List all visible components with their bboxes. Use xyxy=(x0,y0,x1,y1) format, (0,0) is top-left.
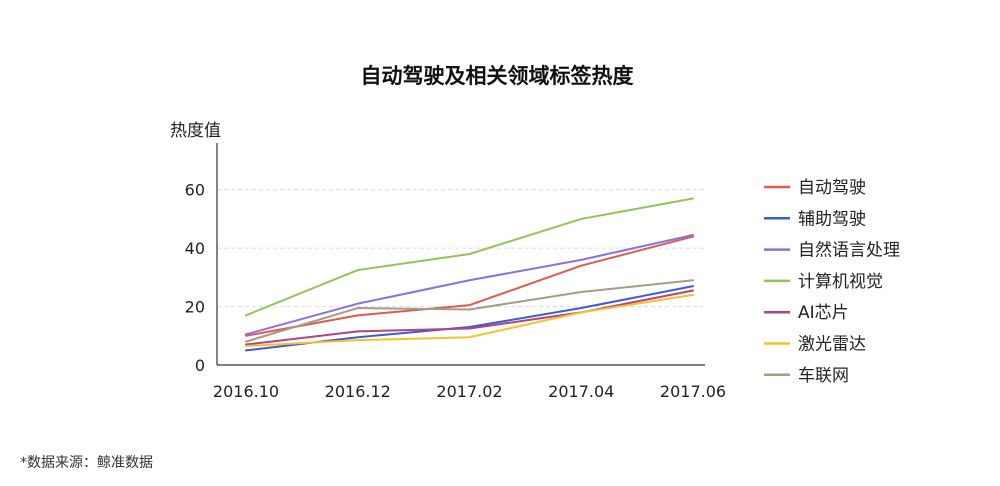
series-line-2 xyxy=(245,234,694,336)
series-line-3 xyxy=(245,197,694,317)
y-tick-label: 20 xyxy=(185,298,205,317)
series-lines xyxy=(245,197,694,352)
y-axis-label: 热度值 xyxy=(170,121,221,141)
legend-label: 计算机视觉 xyxy=(798,272,883,292)
legend-label: 车联网 xyxy=(798,366,849,386)
x-tick-label: 2017.02 xyxy=(436,382,502,401)
series-line-0 xyxy=(245,235,694,337)
y-tick-labels: 0 20 40 60 xyxy=(185,181,205,375)
series-line-5 xyxy=(245,293,694,348)
y-tick-label: 60 xyxy=(185,181,205,200)
chart-title: 自动驾驶及相关领域标签热度 xyxy=(361,64,634,88)
y-tick-label: 40 xyxy=(185,239,205,258)
series-line-4 xyxy=(245,289,694,346)
legend-label: AI芯片 xyxy=(798,303,849,323)
x-tick-label: 2017.04 xyxy=(548,382,614,401)
x-tick-labels: 2016.10 2016.12 2017.02 2017.04 2017.06 xyxy=(213,382,726,401)
x-tick-label: 2016.10 xyxy=(213,382,279,401)
series-line-1 xyxy=(245,285,694,352)
axes xyxy=(216,143,705,366)
x-tick-label: 2017.06 xyxy=(660,382,726,401)
legend-label: 自然语言处理 xyxy=(798,241,900,261)
legend-label: 激光雷达 xyxy=(798,335,866,355)
source-note: *数据来源：鲸准数据 xyxy=(20,455,153,471)
legend-label: 辅助驾驶 xyxy=(798,209,866,229)
series-line-6 xyxy=(245,279,694,343)
legend-label: 自动驾驶 xyxy=(798,178,866,198)
x-tick-label: 2016.12 xyxy=(325,382,391,401)
y-tick-label: 0 xyxy=(195,356,205,375)
